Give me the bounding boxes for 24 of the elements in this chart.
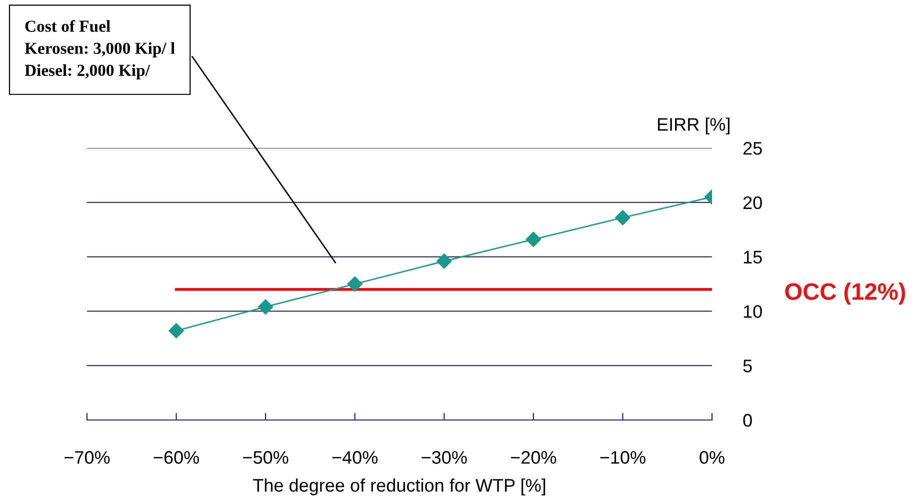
x-tick-label: −30% [422, 451, 467, 464]
x-tick-label: −60% [154, 451, 199, 464]
y-tick-label: 20 [743, 196, 762, 210]
point [436, 254, 452, 269]
y-tick-label: 25 [743, 142, 762, 155]
y-tick-label: 15 [744, 250, 762, 264]
x-tick-label: −50% [243, 451, 288, 464]
x-tick-label: −20% [510, 451, 556, 464]
y-tick-label: 0 [743, 414, 752, 427]
x-tick-label: 0% [700, 451, 724, 464]
y-axis-title: EIRR [%] [658, 118, 730, 134]
text: Cost of Fuel Kerosen: 3,000 Kip/ l Diesel: 2,000 Kip/ [24, 20, 175, 80]
point [258, 299, 274, 314]
point [615, 210, 630, 226]
y-tick-label: 5 [743, 360, 752, 372]
x-tick-label: −70% [64, 451, 110, 464]
y-tick-label: 10 [744, 305, 762, 318]
point [526, 232, 541, 247]
x-tick-label: −40% [332, 451, 378, 464]
x-tick-label: −10% [600, 451, 646, 464]
point [347, 276, 362, 292]
point [168, 323, 184, 338]
x-axis-title: The degree of reduction for WTP [%] [253, 478, 546, 496]
ref-line-label: OCC (12%) [785, 282, 906, 305]
